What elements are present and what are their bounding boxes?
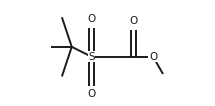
Text: O: O xyxy=(87,14,96,24)
Text: O: O xyxy=(129,17,138,26)
Text: O: O xyxy=(149,52,157,62)
Text: O: O xyxy=(87,89,96,99)
Text: S: S xyxy=(88,52,95,62)
